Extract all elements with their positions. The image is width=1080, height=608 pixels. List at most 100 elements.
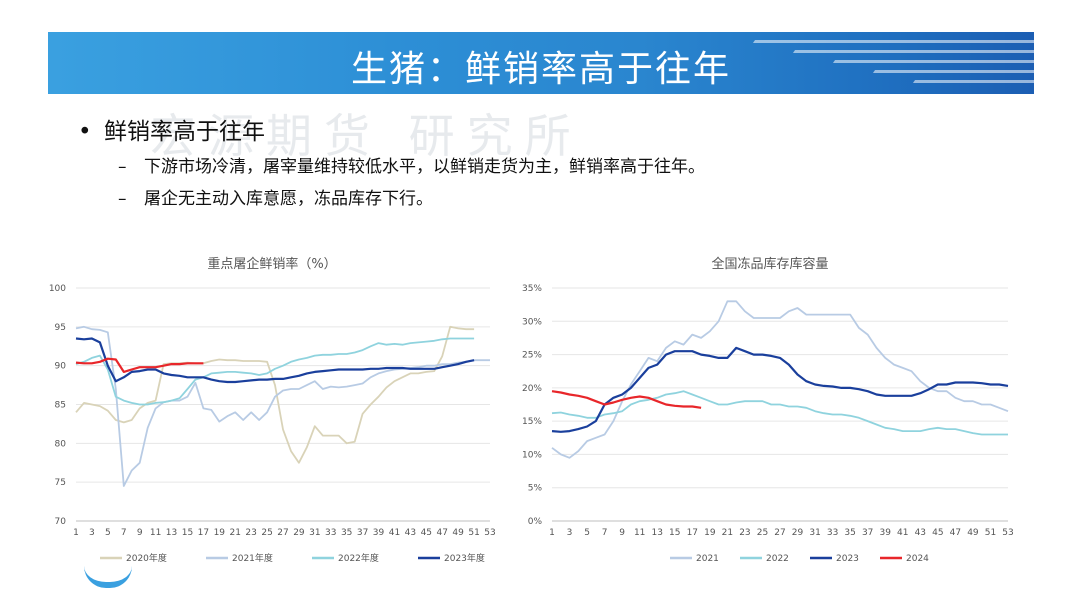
legend-label: 2021年度 [232, 552, 273, 564]
legend-label: 2021 [696, 554, 719, 564]
x-tick-label: 31 [809, 528, 820, 538]
x-tick-label: 39 [880, 528, 892, 538]
chart-title: 全国冻品库存库容量 [711, 256, 828, 272]
x-tick-label: 27 [774, 528, 785, 538]
series-line-2023年度 [75, 337, 475, 384]
bullet-sub-1: – 下游市场冷清，屠宰量维持较低水平，以鲜销走货为主，鲜销率高于往年。 [118, 152, 705, 177]
x-tick-label: 53 [484, 528, 495, 538]
x-tick-label: 37 [357, 528, 368, 538]
x-tick-label: 35 [341, 528, 352, 538]
title-banner: 生猪：鲜销率高于往年 [48, 32, 1034, 94]
y-tick-label: 80 [55, 439, 67, 449]
legend-label: 2022 [766, 554, 789, 564]
bullet-sub-2: – 屠企无主动入库意愿，冻品库存下行。 [118, 184, 433, 209]
x-tick-label: 47 [950, 528, 961, 538]
watermark: 宏源期货 研究所 [150, 109, 583, 163]
x-tick-label: 15 [669, 528, 680, 538]
x-tick-label: 25 [261, 528, 272, 538]
x-tick-label: 23 [739, 528, 750, 538]
series-line-2020年度 [75, 325, 475, 464]
series-line-2021 [551, 300, 1009, 459]
x-tick-label: 45 [421, 528, 432, 538]
x-tick-label: 49 [967, 528, 979, 538]
y-tick-label: 20% [522, 384, 542, 394]
x-tick-label: 5 [105, 528, 111, 538]
x-tick-label: 41 [897, 528, 908, 538]
bullet-main-text: 鲜销率高于往年 [104, 119, 265, 145]
x-tick-label: 23 [245, 528, 256, 538]
y-tick-label: 35% [522, 284, 542, 294]
bullet-main: • 鲜销率高于往年 [78, 112, 265, 146]
x-tick-label: 31 [309, 528, 320, 538]
y-tick-label: 30% [522, 317, 542, 327]
x-tick-label: 17 [687, 528, 698, 538]
page-title: 生猪：鲜销率高于往年 [350, 49, 731, 90]
y-tick-label: 95 [55, 323, 66, 333]
y-tick-label: 70 [55, 517, 67, 527]
x-tick-label: 3 [89, 528, 95, 538]
chart-title: 重点屠企鲜销率（%） [207, 256, 336, 272]
x-tick-label: 39 [373, 528, 385, 538]
x-tick-label: 43 [915, 528, 926, 538]
dash-icon: – [118, 189, 127, 209]
decorative-arc [84, 566, 132, 588]
x-tick-label: 41 [389, 528, 400, 538]
x-tick-label: 51 [468, 528, 479, 538]
series-line-2021年度 [75, 325, 490, 487]
x-tick-label: 9 [619, 528, 625, 538]
legend-label: 2023 [836, 554, 859, 564]
y-tick-label: 25% [522, 351, 542, 361]
x-tick-label: 7 [121, 528, 127, 538]
y-tick-label: 100 [49, 284, 66, 294]
y-tick-label: 85 [55, 401, 66, 411]
x-tick-label: 17 [198, 528, 209, 538]
x-tick-label: 45 [932, 528, 943, 538]
x-tick-label: 33 [325, 528, 336, 538]
x-tick-label: 13 [652, 528, 663, 538]
x-tick-label: 9 [137, 528, 143, 538]
legend-label: 2020年度 [126, 552, 167, 564]
x-tick-label: 43 [405, 528, 416, 538]
x-tick-label: 33 [827, 528, 838, 538]
x-tick-label: 7 [602, 528, 608, 538]
x-tick-label: 15 [182, 528, 193, 538]
x-tick-label: 1 [549, 528, 555, 538]
x-tick-label: 51 [985, 528, 996, 538]
x-tick-label: 37 [862, 528, 873, 538]
x-tick-label: 49 [452, 528, 464, 538]
x-tick-label: 25 [757, 528, 768, 538]
x-tick-label: 19 [704, 528, 716, 538]
series-line-2024年度 [75, 357, 204, 374]
x-tick-label: 11 [634, 528, 645, 538]
bullet-sub-text: 下游市场冷清，屠宰量维持较低水平，以鲜销走货为主，鲜销率高于往年。 [144, 157, 705, 177]
series-line-2022年度 [75, 337, 475, 406]
x-tick-label: 29 [792, 528, 804, 538]
x-tick-label: 21 [722, 528, 733, 538]
legend-label: 2022年度 [338, 552, 379, 564]
dash-icon: – [118, 157, 127, 177]
x-tick-label: 5 [584, 528, 590, 538]
x-tick-label: 19 [214, 528, 226, 538]
x-tick-label: 21 [230, 528, 241, 538]
x-tick-label: 29 [293, 528, 305, 538]
bullet-dot-icon: • [78, 119, 92, 145]
y-tick-label: 15% [522, 417, 542, 427]
bullet-sub-text: 屠企无主动入库意愿，冻品库存下行。 [144, 189, 433, 209]
x-tick-label: 35 [844, 528, 855, 538]
legend-label: 2024 [906, 554, 929, 564]
x-tick-label: 53 [1002, 528, 1013, 538]
x-tick-label: 1 [73, 528, 79, 538]
y-tick-label: 90 [55, 362, 67, 372]
x-tick-label: 11 [150, 528, 161, 538]
y-tick-label: 5% [528, 484, 543, 494]
y-tick-label: 0% [528, 517, 543, 527]
x-tick-label: 27 [277, 528, 288, 538]
series-line-2024 [551, 390, 702, 409]
series-line-2022 [551, 390, 1008, 436]
y-tick-label: 75 [55, 478, 66, 488]
x-tick-label: 47 [437, 528, 448, 538]
series-line-2023 [551, 346, 1009, 433]
x-tick-label: 3 [567, 528, 573, 538]
